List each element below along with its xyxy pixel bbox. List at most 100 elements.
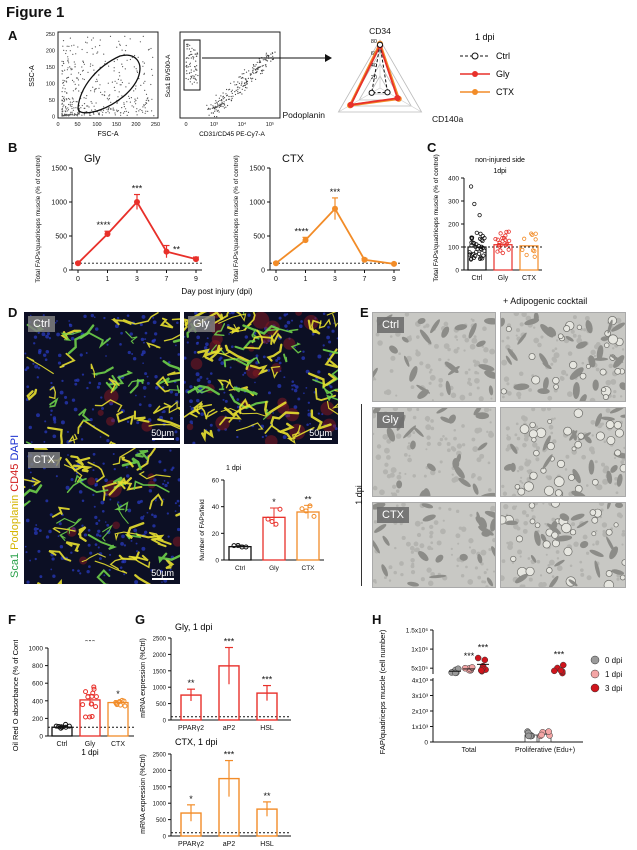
flow-dot: [73, 61, 75, 63]
nucleus: [99, 436, 102, 438]
cell: [537, 388, 550, 395]
nucleus: [301, 356, 306, 360]
texture: [425, 363, 431, 369]
nucleus: [101, 406, 104, 410]
texture: [415, 351, 421, 357]
nucleus: [148, 489, 153, 493]
nucleus: [33, 342, 36, 345]
texture: [429, 374, 436, 381]
fap-process: [123, 312, 159, 325]
cell: [616, 473, 623, 487]
flow-dot: [265, 66, 267, 68]
texture: [411, 562, 415, 566]
flow-dot: [186, 64, 188, 67]
flow-dot: [103, 106, 105, 108]
flow-dot: [213, 107, 215, 109]
flow-dot: [92, 64, 94, 66]
flow-dot: [128, 97, 130, 99]
data-point: [273, 521, 279, 527]
legend-ctx-marker: [472, 89, 478, 95]
flow-dot: [78, 105, 80, 107]
texture: [407, 442, 411, 445]
flow-dot: [239, 91, 242, 93]
brightfield-image-ctx: [370, 502, 502, 589]
prolif-point: [525, 732, 532, 740]
nucleus: [80, 438, 84, 441]
texture: [548, 424, 554, 430]
flow-dot: [89, 65, 91, 67]
nucleus: [93, 316, 96, 319]
flow-dot: [96, 78, 98, 80]
fap-process: [25, 441, 33, 444]
flow-dot: [246, 82, 248, 84]
texture: [476, 372, 480, 375]
y-tick-label: 200: [32, 716, 43, 723]
texture: [486, 568, 489, 571]
nucleus: [153, 332, 158, 336]
fap-process: [176, 385, 180, 394]
flow-dot: [255, 78, 257, 80]
nucleus: [113, 468, 116, 471]
texture: [454, 335, 458, 339]
nucleus: [134, 580, 139, 584]
nucleus: [326, 335, 330, 340]
arrow-head: [325, 54, 332, 62]
texture: [488, 547, 492, 552]
texture: [437, 441, 442, 447]
lipid-droplet: [525, 566, 535, 576]
flow-dot: [98, 113, 100, 115]
nucleus: [67, 454, 69, 456]
texture: [428, 381, 432, 385]
flow-dot: [73, 107, 75, 109]
nucleus: [307, 401, 310, 404]
cell: [588, 459, 595, 475]
panel-b-xlabel: Day post injury (dpi): [181, 287, 252, 296]
flow-dot: [94, 109, 96, 111]
nucleus: [153, 478, 157, 482]
fap-process: [77, 526, 87, 542]
prolif-point: [545, 728, 552, 735]
texture: [468, 546, 472, 549]
flow-dot: [197, 74, 199, 77]
cd45-signal: [112, 521, 120, 530]
flow-dot: [64, 110, 66, 112]
texture: [438, 383, 443, 388]
label-dapi: DAPI: [9, 435, 21, 461]
flow-dot: [61, 73, 63, 75]
texture: [486, 430, 489, 433]
nucleus: [101, 509, 105, 513]
flow-dot: [137, 56, 139, 58]
cell: [540, 324, 554, 338]
texture: [502, 491, 508, 496]
data-point: [479, 237, 484, 242]
flow-dot: [241, 88, 243, 90]
nucleus: [53, 420, 57, 424]
nucleus: [209, 423, 213, 427]
texture: [603, 440, 607, 444]
significance-mark: ***: [132, 184, 143, 194]
fap-process: [48, 385, 56, 400]
flow-dot: [231, 92, 233, 94]
texture: [576, 337, 583, 344]
nucleus: [306, 423, 309, 426]
gate-outline: [77, 54, 141, 114]
nucleus: [81, 373, 85, 376]
flow-dot: [65, 80, 67, 82]
lipid-droplet: [599, 368, 607, 376]
flow-dot: [63, 49, 65, 51]
flow-dot: [71, 113, 73, 115]
nucleus: [38, 529, 42, 533]
nucleus: [238, 420, 241, 422]
lipid-droplet: [614, 449, 622, 457]
scatter2-xlabel: CD31/CD45 PE-Cy7-A: [199, 131, 265, 138]
y-tick-label: 40: [212, 504, 220, 511]
cell: [418, 551, 429, 562]
nucleus: [104, 521, 107, 523]
texture: [425, 323, 430, 328]
nucleus: [44, 358, 48, 362]
texture: [522, 416, 528, 422]
texture: [493, 570, 496, 573]
lipid-droplet: [534, 522, 541, 529]
lipid-droplet: [591, 531, 597, 537]
flow-dot: [68, 45, 70, 47]
